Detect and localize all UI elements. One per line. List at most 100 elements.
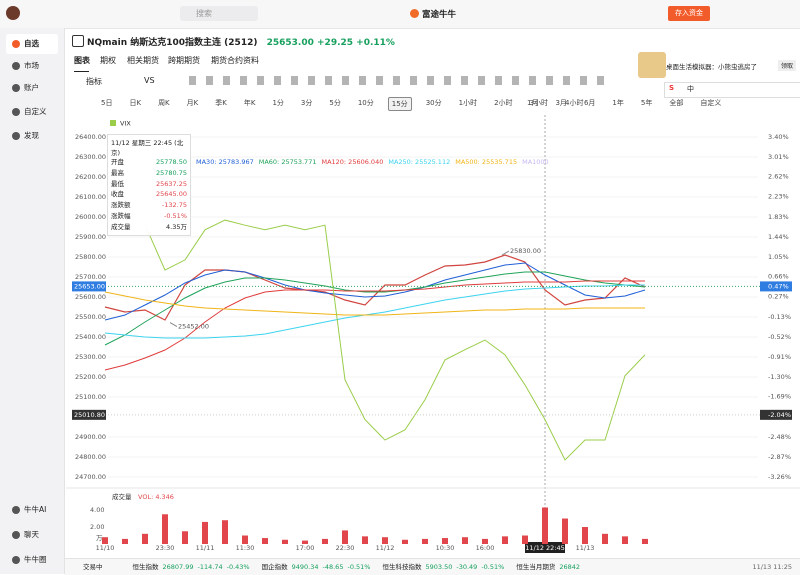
y-tick-label: 25900.00 <box>75 233 106 241</box>
x-tick-label: 10:30 <box>436 544 455 552</box>
y2-tick-label: -2.87% <box>768 453 791 461</box>
brand-name: 富途牛牛 <box>422 10 457 20</box>
y2-tick-label: 2.62% <box>768 173 789 181</box>
ticker-name[interactable]: 恒生指数 <box>132 563 159 571</box>
tooltip-row: 涨跌幅 -0.51% <box>111 211 187 222</box>
last-price: 25653.00 <box>266 38 314 48</box>
period-button[interactable]: 1分 <box>272 99 284 107</box>
y-tick-label: 24900.00 <box>75 433 106 441</box>
volume-bar <box>622 536 628 544</box>
volume-bar <box>482 538 488 544</box>
period-button[interactable]: 3月 <box>555 99 567 107</box>
y2-tick-label: -0.52% <box>768 333 791 341</box>
toolbar: 指标 VS <box>74 76 634 88</box>
sidebar-item[interactable]: 牛牛圈 <box>6 550 58 570</box>
sidebar: 自选 市场 账户自定义发现牛牛AI 聊天牛牛圈 <box>0 28 65 574</box>
annotation-leader <box>501 250 510 256</box>
ticker-value: -0.51% <box>481 563 505 571</box>
period-button[interactable]: 15分 <box>387 97 412 111</box>
ticker-name[interactable]: 恒生当月期货 <box>516 563 556 571</box>
period-button[interactable]: 日K <box>129 99 142 107</box>
change-pct: +0.11% <box>356 38 395 48</box>
volume-tick-label: 4.00 <box>90 506 104 514</box>
volume-bar <box>382 537 388 544</box>
ime-lang: 中 <box>687 85 694 93</box>
period-button[interactable]: 1小时 <box>458 99 478 107</box>
volume-bar <box>582 527 588 544</box>
y2-tick-label: 2.23% <box>768 193 789 201</box>
period-button[interactable]: 5年 <box>640 99 653 107</box>
tooltip-row: 涨跌额 -132.75 <box>111 200 187 211</box>
sidebar-item[interactable]: 发现 <box>6 126 58 146</box>
promo[interactable]: 桌面生活模拟器：小熊虫逃房了 领取 <box>636 52 800 78</box>
period-button[interactable]: 5分 <box>329 99 341 107</box>
tab[interactable]: 跨期期货 <box>168 56 200 65</box>
x-tick-label: 11:30 <box>236 544 255 552</box>
volume-bar <box>202 521 208 544</box>
tooltip-key: 成交量 <box>111 222 131 231</box>
y-tick-label: 25400.00 <box>75 333 106 341</box>
tooltip-row: 收盘 25645.00 <box>111 189 187 200</box>
period-button[interactable]: 周K <box>158 99 170 107</box>
y-tick-label: 25100.00 <box>75 393 106 401</box>
period-button[interactable]: 季K <box>215 99 227 107</box>
legend-label: MA120: 25606.040 <box>321 158 383 166</box>
period-button[interactable]: 5日 <box>101 99 113 107</box>
sidebar-item[interactable]: 牛牛AI <box>6 500 58 520</box>
tab[interactable]: 期权 <box>100 56 116 65</box>
tooltip-key: 涨跌幅 <box>111 211 131 220</box>
volume-bar <box>162 514 168 544</box>
period-button[interactable]: 全部 <box>669 99 684 107</box>
sidebar-item[interactable]: 市场 <box>6 56 58 76</box>
annotation: 25830.00 <box>510 247 541 255</box>
period-button[interactable]: 1年 <box>612 99 624 107</box>
volume-bar <box>122 538 128 544</box>
symbol-icon <box>72 35 84 47</box>
y-tick-label: 26000.00 <box>75 213 106 221</box>
period-button[interactable]: 月K <box>186 99 199 107</box>
promo-button[interactable]: 领取 <box>778 60 797 71</box>
period-button[interactable]: 4小时 <box>565 99 584 107</box>
indicator-button[interactable]: 指标 <box>86 77 102 86</box>
period-button[interactable]: 30分 <box>425 99 442 107</box>
y2-tick-label: 3.40% <box>768 133 789 141</box>
series-line <box>104 291 645 316</box>
tab[interactable]: 期货合约资料 <box>211 56 259 65</box>
avatar[interactable] <box>6 6 20 20</box>
tooltip-key: 最低 <box>111 179 124 188</box>
legend-label: MA1000 <box>522 158 549 166</box>
symbol: NQmain 纳斯达克100指数主连 (2512) <box>87 38 258 48</box>
y-tick-label: 25500.00 <box>75 313 106 321</box>
drawing-tools[interactable] <box>189 76 609 85</box>
price-marker-label: 25653.00 <box>74 282 105 290</box>
period-button[interactable]: 自定义 <box>700 99 722 107</box>
tab[interactable]: 图表 <box>74 56 90 65</box>
sidebar-item[interactable]: 账户 <box>6 78 58 98</box>
sidebar-item[interactable]: 自定义 <box>6 102 58 122</box>
period-button[interactable]: 3小时 <box>529 99 549 107</box>
search-box[interactable]: 搜索 <box>180 6 258 21</box>
period-button[interactable]: 2小时 <box>494 99 513 107</box>
deposit-button[interactable]: 存入资金 <box>668 6 710 21</box>
ticker-value: 26842 <box>559 563 581 571</box>
period-button[interactable]: 3分 <box>300 99 313 107</box>
tab[interactable]: 相关期货 <box>127 56 159 65</box>
tooltip-value: 25645.00 <box>155 190 187 199</box>
y-tick-label: 25600.00 <box>75 293 106 301</box>
ticker-name[interactable]: 国企指数 <box>261 563 288 571</box>
period-button[interactable]: 10分 <box>357 99 374 107</box>
legend-swatch <box>110 120 116 126</box>
period-button[interactable]: 1月 <box>527 99 539 107</box>
price-marker <box>72 281 106 292</box>
ticker-value: 5903.50 <box>425 563 453 571</box>
period-button[interactable]: 6月 <box>583 99 596 107</box>
vs-button[interactable]: VS <box>144 76 155 85</box>
ticker-value: -0.51% <box>347 563 371 571</box>
volume-bar <box>522 535 528 544</box>
sidebar-item[interactable]: 聊天 <box>6 525 58 545</box>
tooltip-row: 最低 25637.25 <box>111 179 187 190</box>
period-button[interactable]: 年K <box>243 99 256 107</box>
ticker-name[interactable]: 恒生科技指数 <box>382 563 422 571</box>
sidebar-item[interactable]: 自选 <box>6 34 58 54</box>
